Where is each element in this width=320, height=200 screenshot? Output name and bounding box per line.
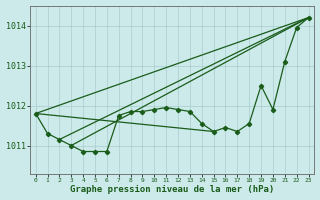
X-axis label: Graphe pression niveau de la mer (hPa): Graphe pression niveau de la mer (hPa) [70,185,274,194]
